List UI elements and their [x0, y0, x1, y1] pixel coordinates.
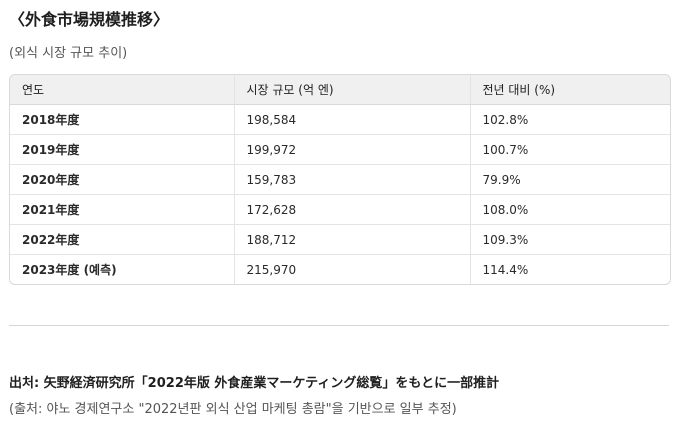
header-market-size: 시장 규모 (억 엔): [233, 75, 470, 105]
cell-market-size: 215,970: [233, 254, 470, 284]
page-subtitle: (외식 시장 규모 추이): [9, 46, 128, 61]
header-yoy-change: 전년 대비 (%): [469, 75, 670, 105]
cell-year: 2019年度: [10, 134, 234, 165]
cell-year: 2023年度 (예측): [10, 254, 234, 284]
cell-yoy-change: 108.0%: [469, 194, 670, 225]
cell-yoy-change: 100.7%: [469, 134, 670, 165]
cell-market-size: 199,972: [233, 134, 470, 165]
cell-market-size: 172,628: [233, 194, 470, 225]
table-row: 2022年度 188,712 109.3%: [10, 224, 670, 255]
header-year: 연도: [10, 75, 234, 105]
table-row: 2021年度 172,628 108.0%: [10, 194, 670, 225]
page-title: 〈外食市場規模推移〉: [9, 10, 170, 29]
source-citation-japanese: 出처: 矢野経済研究所「2022年版 外食産業マーケティング総覧」をもとに一部推…: [9, 376, 500, 391]
market-size-table: 연도 시장 규모 (억 엔) 전년 대비 (%) 2018年度 198,584 …: [10, 75, 670, 284]
cell-yoy-change: 114.4%: [469, 254, 670, 284]
source-citation-korean: (출처: 야노 경제연구소 "2022년판 외식 산업 마케팅 총람"을 기반으…: [9, 402, 457, 417]
cell-market-size: 188,712: [233, 224, 470, 255]
table-row: 2023年度 (예측) 215,970 114.4%: [10, 254, 670, 284]
cell-year: 2021年度: [10, 194, 234, 225]
table-row: 2020年度 159,783 79.9%: [10, 164, 670, 195]
table-row: 2018年度 198,584 102.8%: [10, 104, 670, 135]
cell-year: 2020年度: [10, 164, 234, 195]
cell-market-size: 198,584: [233, 104, 470, 135]
cell-market-size: 159,783: [233, 164, 470, 195]
section-divider: [9, 325, 669, 326]
market-size-table-container: 연도 시장 규모 (억 엔) 전년 대비 (%) 2018年度 198,584 …: [9, 74, 671, 285]
cell-year: 2018年度: [22, 113, 80, 127]
cell-yoy-change: 109.3%: [469, 224, 670, 255]
table-row: 2019年度 199,972 100.7%: [10, 134, 670, 165]
cell-yoy-change: 79.9%: [469, 164, 670, 195]
cell-yoy-change: 102.8%: [469, 104, 670, 135]
table-header-row: 연도 시장 규모 (억 엔) 전년 대비 (%): [10, 75, 670, 105]
cell-year: 2022年度: [10, 224, 234, 255]
